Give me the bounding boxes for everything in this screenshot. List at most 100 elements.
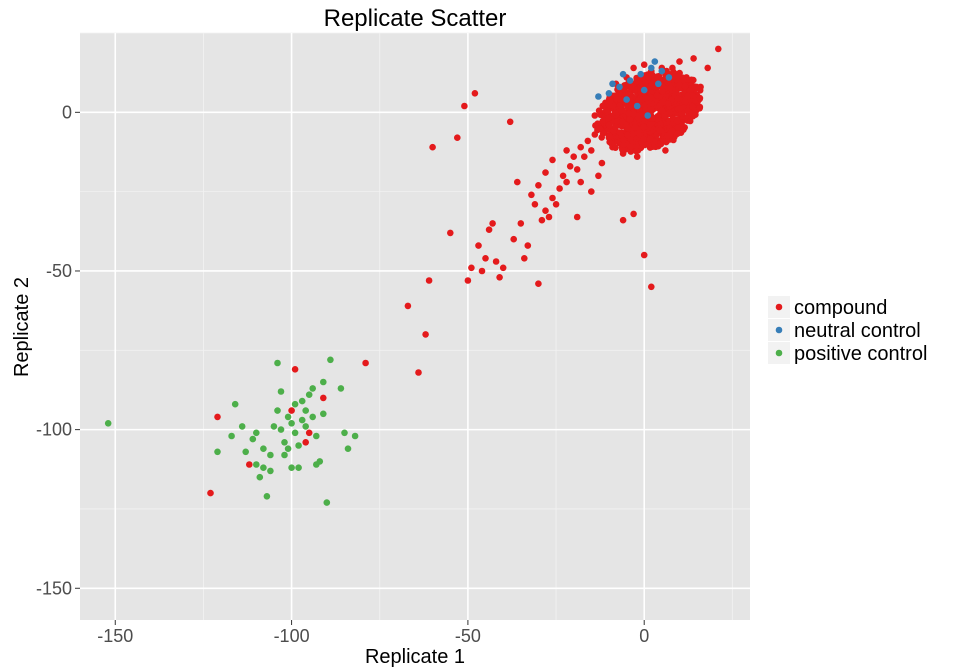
data-point (624, 131, 631, 139)
data-point (604, 107, 612, 115)
data-point (609, 80, 616, 88)
data-point (284, 413, 292, 421)
data-point (642, 107, 649, 114)
data-point (288, 420, 295, 427)
data-point (415, 369, 422, 376)
data-point (584, 137, 592, 145)
data-point (538, 216, 546, 224)
y-tick-label: -150 (36, 578, 72, 598)
data-point (581, 153, 588, 160)
data-point (556, 185, 563, 192)
data-point (620, 136, 627, 144)
data-point (309, 413, 317, 421)
data-point (422, 331, 429, 338)
data-point (646, 135, 654, 143)
data-point (640, 123, 647, 131)
data-point (605, 114, 612, 122)
data-point (656, 127, 664, 134)
x-tick-label: 0 (639, 626, 649, 646)
data-point (566, 163, 574, 170)
data-point (674, 117, 681, 125)
data-point (633, 102, 641, 110)
data-point (274, 359, 281, 367)
series-neutral-control (595, 58, 673, 119)
grid-lines (80, 32, 750, 620)
data-point (528, 191, 535, 199)
data-point (302, 423, 310, 430)
data-point (689, 103, 696, 110)
data-point (606, 97, 614, 105)
x-tick-label: -50 (455, 626, 481, 646)
data-point (619, 70, 627, 78)
data-point (246, 461, 253, 468)
data-point (676, 105, 684, 112)
data-point (559, 172, 567, 180)
data-point (252, 429, 260, 437)
data-point (563, 147, 570, 154)
data-point (690, 55, 697, 62)
data-point (231, 400, 239, 408)
data-point (263, 493, 271, 500)
data-point (648, 64, 655, 72)
legend-swatch (775, 303, 783, 311)
legend-label: positive control (794, 343, 927, 365)
data-point (298, 397, 306, 405)
data-point (492, 258, 500, 265)
data-point (542, 207, 549, 214)
data-point (291, 400, 299, 408)
data-point (496, 274, 503, 281)
data-point (298, 416, 306, 424)
data-point (715, 45, 722, 53)
x-axis-title: Replicate 1 (365, 646, 465, 668)
data-point (681, 98, 689, 105)
data-point (654, 73, 661, 80)
data-point (277, 388, 285, 395)
data-point (670, 136, 677, 144)
data-point (320, 410, 327, 418)
data-point (284, 445, 292, 453)
data-point (591, 112, 599, 119)
data-point (640, 135, 647, 143)
data-point (690, 76, 697, 84)
data-point (499, 264, 507, 272)
data-point (267, 451, 274, 459)
data-point (425, 277, 433, 284)
data-point (517, 220, 525, 227)
y-tick-label: 0 (62, 102, 72, 122)
x-tick-label: -100 (274, 626, 310, 646)
data-point (632, 147, 640, 155)
data-point (238, 423, 246, 430)
data-point (341, 429, 348, 437)
data-point (214, 448, 221, 456)
legend-label: compound (794, 297, 887, 319)
data-point (639, 141, 647, 149)
data-point (464, 277, 472, 284)
legend-item-positive-control: positive control (768, 342, 927, 365)
data-point (606, 138, 613, 146)
series-positive-control (104, 356, 359, 506)
data-point (337, 385, 345, 392)
data-point (681, 82, 689, 90)
data-point (684, 92, 691, 100)
data-point (252, 461, 260, 468)
data-point (680, 77, 687, 84)
data-point (686, 117, 694, 125)
data-point (573, 213, 581, 221)
legend-swatch (775, 326, 783, 334)
data-point (595, 107, 603, 114)
data-point (447, 229, 454, 237)
data-point (689, 92, 696, 99)
data-point (686, 87, 694, 94)
data-point (288, 407, 295, 414)
series-compound (207, 45, 722, 497)
data-point (658, 67, 666, 75)
data-point (623, 96, 630, 103)
data-point (270, 423, 278, 430)
data-point (362, 359, 369, 367)
data-point (648, 283, 655, 291)
y-axis-title: Replicate 2 (11, 277, 33, 377)
data-point (351, 432, 359, 440)
data-point (676, 58, 683, 65)
data-point (675, 81, 683, 89)
